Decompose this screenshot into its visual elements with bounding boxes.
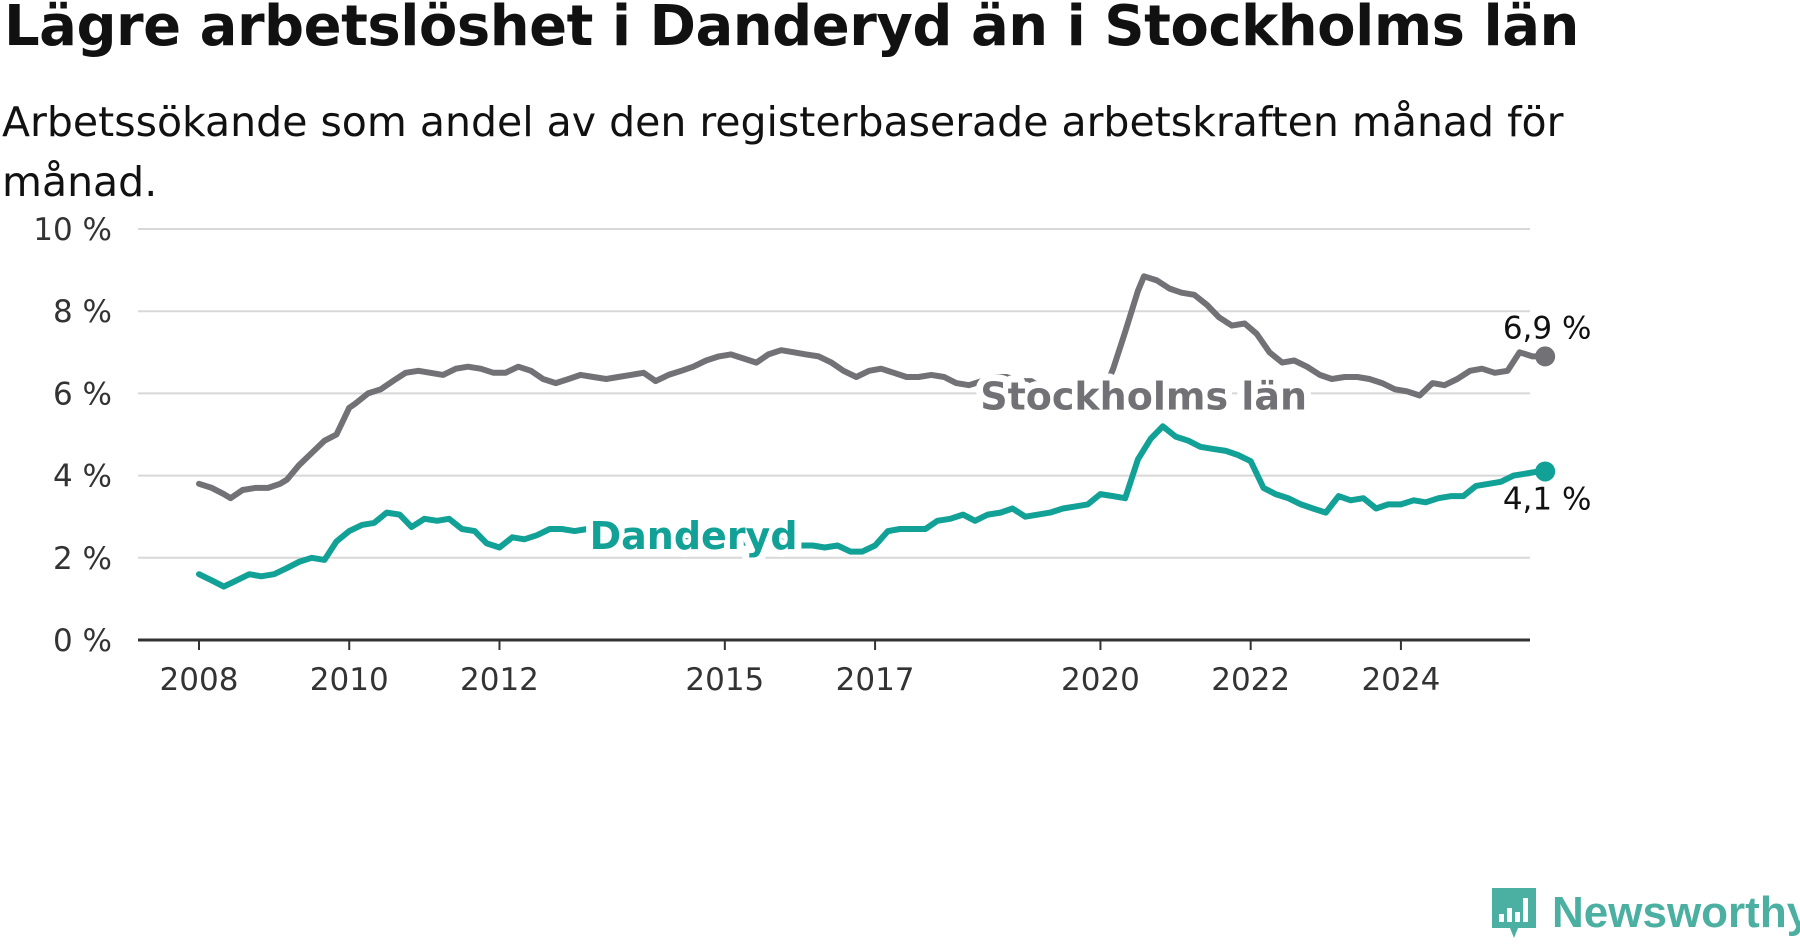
series-lines bbox=[196, 273, 1556, 590]
chart-subtitle: Arbetssökande som andel av den registerb… bbox=[2, 98, 1564, 206]
brand-name: Newsworthy bbox=[1552, 888, 1800, 937]
series-label-stockholm: Stockholms län bbox=[980, 374, 1307, 418]
series-line-stockholm bbox=[196, 347, 1147, 502]
end-value-label-danderyd: 4,1 % bbox=[1503, 481, 1592, 517]
end-point-stockholm bbox=[1535, 346, 1556, 367]
brand-logo: Newsworthy bbox=[1488, 884, 1800, 942]
series-label-halo: Stockholms län bbox=[980, 374, 1307, 418]
x-tick-label: 2020 bbox=[1061, 662, 1140, 698]
end-value-label-stockholm: 6,9 % bbox=[1503, 310, 1592, 346]
series-line-danderyd bbox=[196, 423, 1549, 590]
series-line-stockholm bbox=[1097, 273, 1549, 399]
x-axis-ticks: 2008 2010 2012 2015 2017 2020 2022 2024 bbox=[160, 640, 1440, 698]
y-tick-label: 8 % bbox=[53, 294, 112, 330]
gridlines bbox=[138, 228, 1530, 642]
x-tick-label: 2017 bbox=[836, 662, 915, 698]
y-tick-label: 10 % bbox=[33, 212, 112, 248]
x-tick-label: 2024 bbox=[1361, 662, 1440, 698]
newsworthy-logo-icon bbox=[1492, 888, 1536, 938]
y-tick-label: 2 % bbox=[53, 541, 112, 577]
y-tick-label: 4 % bbox=[53, 459, 112, 495]
chart-title: Lägre arbetslöshet i Danderyd än i Stock… bbox=[4, 0, 1579, 59]
x-tick-label: 2015 bbox=[685, 662, 764, 698]
y-axis-ticks: 0 % 2 % 4 % 6 % 8 % 10 % bbox=[33, 212, 112, 659]
x-tick-label: 2012 bbox=[460, 662, 539, 698]
y-tick-label: 6 % bbox=[53, 376, 112, 412]
series-label-danderyd: Danderyd bbox=[590, 514, 798, 558]
x-tick-label: 2010 bbox=[310, 662, 389, 698]
y-tick-label: 0 % bbox=[53, 623, 112, 659]
x-tick-label: 2022 bbox=[1211, 662, 1290, 698]
end-point-danderyd bbox=[1535, 461, 1556, 482]
series-label-halo: Danderyd bbox=[590, 514, 798, 558]
x-tick-label: 2008 bbox=[160, 662, 239, 698]
